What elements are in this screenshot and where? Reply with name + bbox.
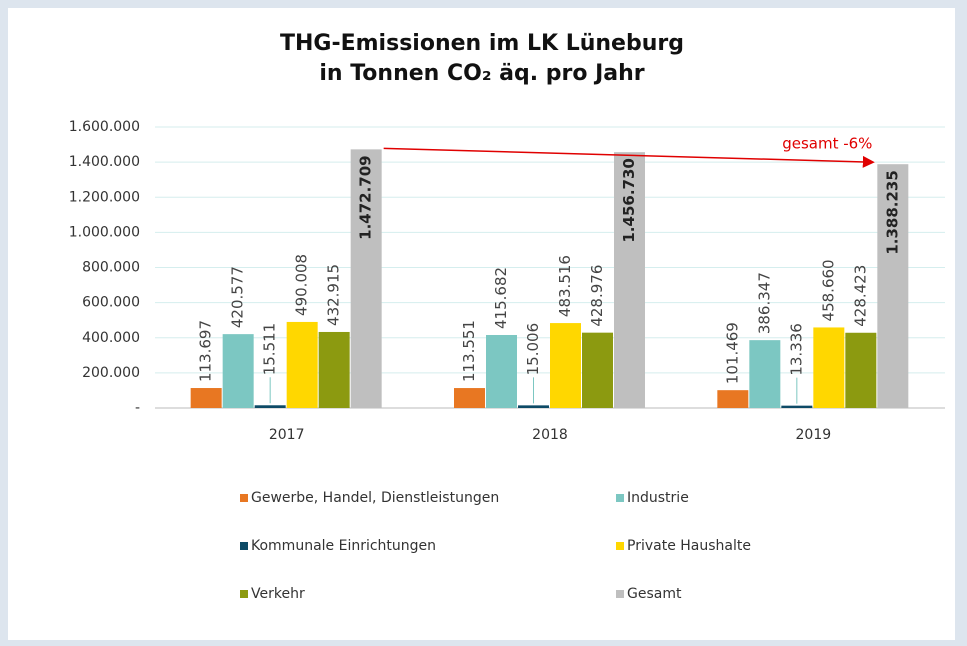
value-label: 113.697 bbox=[197, 320, 215, 382]
bar bbox=[550, 323, 581, 408]
y-tick-label: 1.600.000 bbox=[69, 119, 140, 135]
legend-swatch bbox=[616, 590, 624, 598]
value-label: 13.336 bbox=[787, 323, 805, 376]
legend-label: Industrie bbox=[627, 490, 689, 506]
annotation: gesamt -6% bbox=[782, 135, 872, 153]
value-label: 1.388.235 bbox=[883, 170, 901, 254]
legend-swatch bbox=[240, 494, 248, 502]
value-label: 458.660 bbox=[819, 259, 837, 321]
bar bbox=[582, 332, 613, 408]
legend-label: Gewerbe, Handel, Dienstleistungen bbox=[251, 490, 499, 506]
value-label: 15.511 bbox=[261, 323, 279, 376]
bar bbox=[318, 331, 350, 408]
value-label: 483.516 bbox=[556, 255, 574, 317]
value-label: 428.423 bbox=[851, 265, 869, 327]
y-tick-label: - bbox=[135, 400, 140, 416]
y-tick-label: 400.000 bbox=[82, 330, 140, 346]
bar bbox=[813, 327, 845, 408]
bar bbox=[222, 334, 254, 408]
y-tick-label: 1.000.000 bbox=[69, 224, 140, 240]
legend-label: Private Haushalte bbox=[627, 538, 751, 554]
bar bbox=[518, 405, 549, 408]
legend-swatch bbox=[240, 542, 248, 550]
y-tick-label: 1.400.000 bbox=[69, 154, 140, 170]
value-label: 420.577 bbox=[229, 266, 247, 328]
y-tick-label: 1.200.000 bbox=[69, 189, 140, 205]
y-tick-label: 600.000 bbox=[82, 295, 140, 311]
bar bbox=[717, 390, 749, 408]
bar bbox=[190, 388, 222, 408]
bar bbox=[254, 405, 286, 408]
value-label: 1.472.709 bbox=[357, 155, 375, 239]
legend-label: Kommunale Einrichtungen bbox=[251, 538, 436, 554]
chart-panel bbox=[8, 8, 955, 640]
y-tick-label: 200.000 bbox=[82, 365, 140, 381]
legend-label: Gesamt bbox=[627, 586, 682, 602]
value-label: 101.469 bbox=[723, 322, 741, 384]
value-label: 432.915 bbox=[325, 264, 343, 326]
bar bbox=[350, 149, 382, 409]
x-tick-label: 2017 bbox=[269, 427, 305, 443]
value-label: 415.682 bbox=[492, 267, 510, 329]
x-tick-label: 2018 bbox=[532, 427, 568, 443]
value-label: 490.008 bbox=[293, 254, 311, 316]
bar bbox=[486, 334, 517, 408]
bar bbox=[749, 340, 781, 408]
legend-swatch bbox=[616, 542, 624, 550]
bar bbox=[781, 405, 813, 408]
legend-swatch bbox=[616, 494, 624, 502]
bar bbox=[286, 321, 318, 408]
bar bbox=[877, 164, 909, 408]
y-tick-label: 800.000 bbox=[82, 260, 140, 276]
bar bbox=[614, 152, 645, 408]
value-label: 15.006 bbox=[524, 323, 542, 376]
bar bbox=[845, 332, 877, 408]
chart-title: THG-Emissionen im LK Lüneburg bbox=[280, 31, 684, 56]
value-label: 1.456.730 bbox=[620, 158, 638, 242]
value-label: 386.347 bbox=[755, 272, 773, 334]
annotation-arrow bbox=[383, 147, 875, 168]
value-label: 428.976 bbox=[588, 265, 606, 327]
value-label: 113.551 bbox=[460, 320, 478, 382]
legend-label: Verkehr bbox=[251, 586, 305, 602]
legend-swatch bbox=[240, 590, 248, 598]
x-tick-label: 2019 bbox=[796, 427, 832, 443]
chart-subtitle: in Tonnen CO₂ äq. pro Jahr bbox=[319, 61, 644, 86]
bar bbox=[454, 388, 485, 408]
